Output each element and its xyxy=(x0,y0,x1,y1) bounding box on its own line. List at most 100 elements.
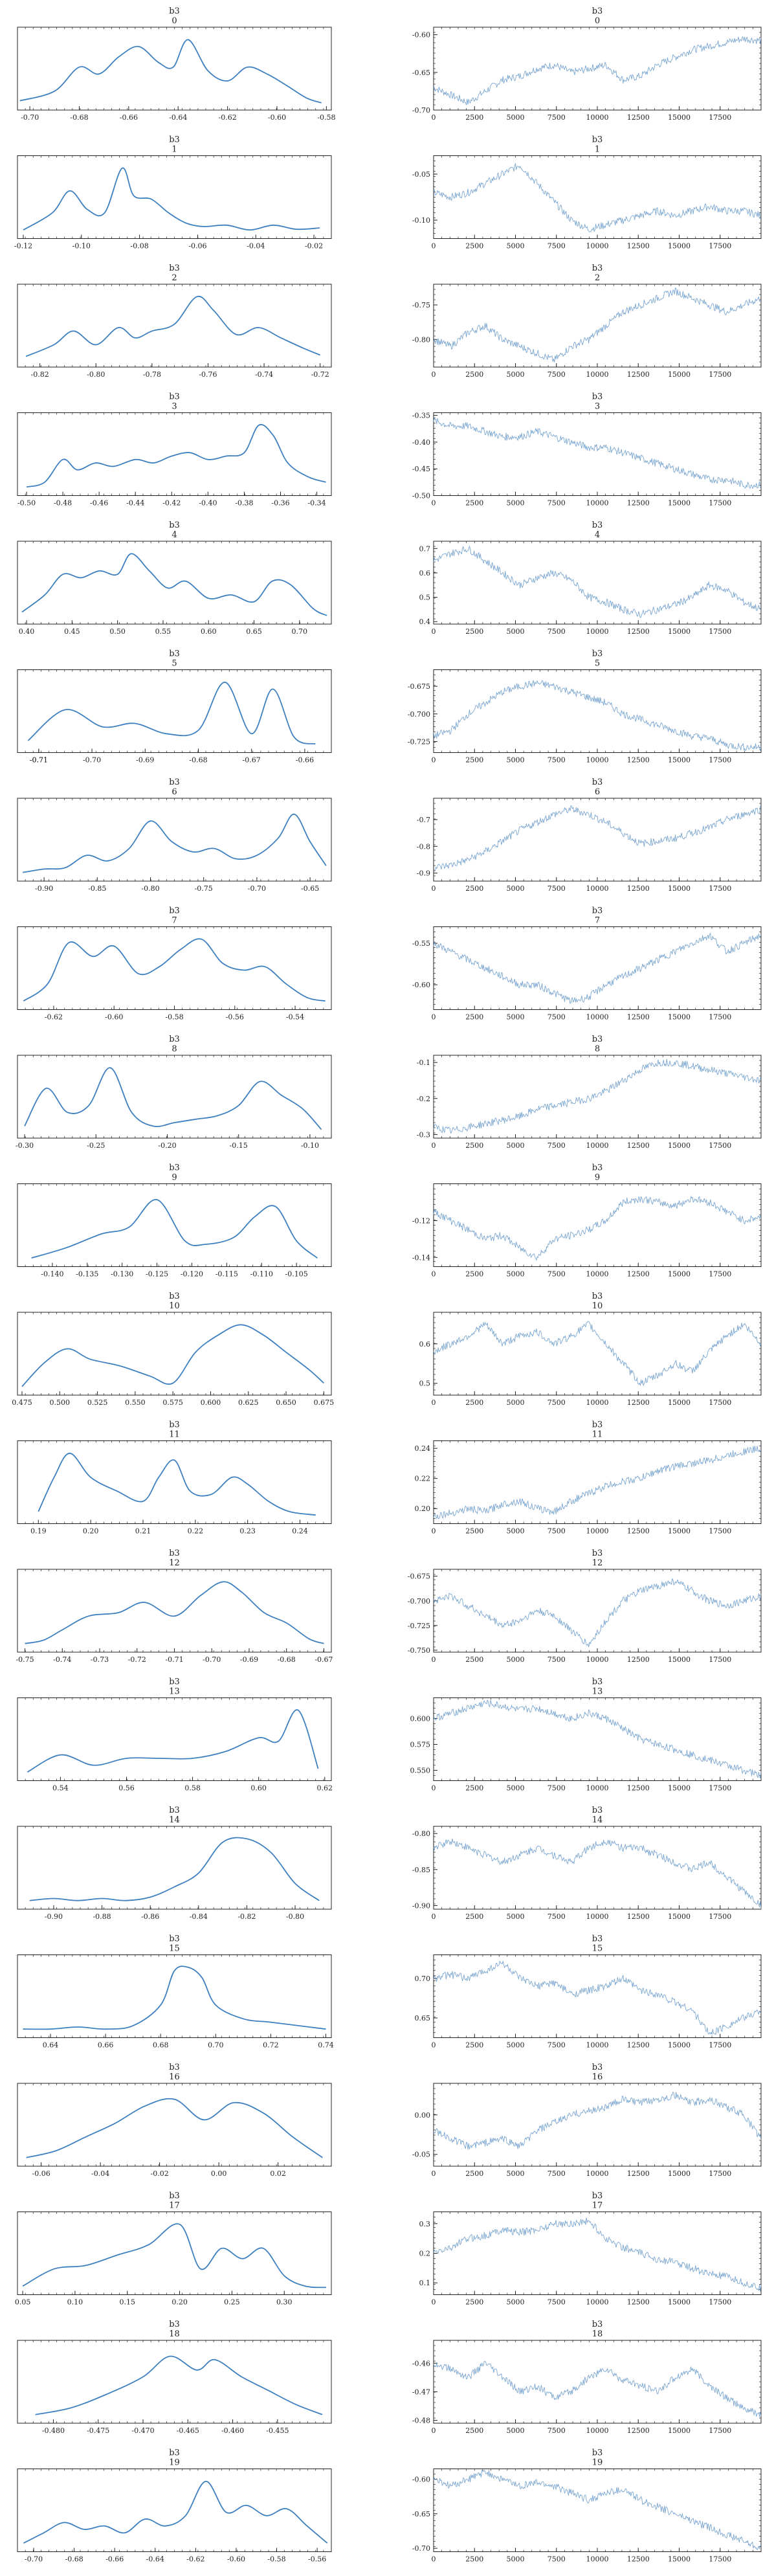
kde-x-tick-label: -0.66 xyxy=(120,113,138,122)
trace-y-tick-label: 0.5 xyxy=(419,594,431,602)
kde-axes-frame xyxy=(17,412,332,496)
kde-panel-2: b32 -0.82 -0.80 -0.78 -0.76 -0.74 -0.72 xyxy=(17,263,332,379)
kde-x-tick-label: -0.30 xyxy=(16,1141,34,1150)
kde-density-line xyxy=(35,2355,323,2415)
trace-x-tick-label: 7500 xyxy=(547,1912,566,1921)
trace-y-tick-label: -0.1 xyxy=(417,1058,430,1067)
trace-sample-line xyxy=(433,2469,762,2551)
kde-x-tick-label: 0.600 xyxy=(201,1398,221,1407)
trace-y-tick-label: 0.1 xyxy=(419,2279,431,2287)
kde-x-tick-label: -0.54 xyxy=(286,1013,304,1022)
trace-x-tick-label: 7500 xyxy=(547,2298,566,2307)
trace-x-tick-label: 2500 xyxy=(465,2169,483,2178)
trace-x-tick-label: 0 xyxy=(432,1398,436,1407)
kde-x-tick-label: 0.62 xyxy=(317,1784,333,1793)
kde-title-var: b3 xyxy=(169,1420,180,1430)
trace-x-tick-label: 2500 xyxy=(465,242,483,251)
kde-x-tick-label: -0.70 xyxy=(25,2555,43,2564)
kde-x-tick-label: 0.40 xyxy=(19,627,35,636)
kde-x-tick-label: 0.74 xyxy=(318,2041,334,2050)
trace-y-tick-label: -0.14 xyxy=(412,1253,430,1262)
trace-x-tick-label: 2500 xyxy=(465,2555,483,2564)
trace-x-tick-label: 15000 xyxy=(668,1270,691,1279)
kde-panel-4: b34 0.40 0.45 0.50 0.55 0.60 0.65 0.70 xyxy=(17,521,332,636)
kde-x-tick-label: -0.56 xyxy=(226,1013,244,1022)
kde-x-tick-label: -0.71 xyxy=(30,756,48,765)
trace-sample-line xyxy=(433,1578,762,1648)
trace-x-tick-label: 10000 xyxy=(586,1398,609,1407)
trace-title-var: b3 xyxy=(592,1035,603,1044)
kde-x-tick-label: -0.71 xyxy=(165,1655,183,1664)
kde-x-tick-label: -0.40 xyxy=(199,499,217,508)
kde-x-tick-label: -0.60 xyxy=(227,2555,245,2564)
trace-title-index: 2 xyxy=(595,273,600,283)
trace-x-tick-label: 0 xyxy=(432,1912,436,1921)
trace-title-var: b3 xyxy=(592,649,603,659)
trace-title-index: 12 xyxy=(592,1558,603,1568)
kde-x-tick-label: -0.64 xyxy=(169,113,187,122)
trace-y-tick-label: -0.46 xyxy=(412,2359,430,2368)
kde-density-line xyxy=(21,1324,324,1387)
kde-x-tick-label: -0.62 xyxy=(218,113,236,122)
kde-x-tick-label: -0.66 xyxy=(105,2555,124,2564)
trace-x-tick-label: 7500 xyxy=(547,2555,566,2564)
kde-x-tick-label: -0.67 xyxy=(315,1655,333,1664)
kde-x-tick-label: -0.455 xyxy=(266,2426,289,2435)
kde-title-index: 17 xyxy=(169,2201,180,2211)
trace-y-tick-label: 0.2 xyxy=(419,2250,431,2258)
kde-x-tick-label: 0.650 xyxy=(276,1398,296,1407)
trace-x-tick-label: 2500 xyxy=(465,2041,483,2050)
kde-title-index: 3 xyxy=(171,402,177,412)
trace-y-tick-label: -0.40 xyxy=(412,438,430,447)
trace-x-tick-label: 5000 xyxy=(507,1784,525,1793)
trace-title-index: 0 xyxy=(595,16,600,26)
kde-density-line xyxy=(31,1199,318,1259)
kde-x-tick-label: -0.73 xyxy=(91,1655,109,1664)
trace-x-tick-label: 2500 xyxy=(465,1912,483,1921)
trace-x-tick-label: 10000 xyxy=(586,627,609,636)
trace-y-tick-label: -0.10 xyxy=(412,216,430,225)
kde-x-tick-label: -0.70 xyxy=(203,1655,221,1664)
trace-x-tick-label: 5000 xyxy=(507,1912,525,1921)
trace-x-tick-label: 5000 xyxy=(507,2298,525,2307)
trace-title-var: b3 xyxy=(592,392,603,402)
trace-x-tick-label: 17500 xyxy=(709,1784,731,1793)
trace-axes-frame xyxy=(433,1569,762,1653)
kde-x-tick-label: 0.20 xyxy=(171,2298,188,2307)
kde-x-tick-label: 0.20 xyxy=(83,1527,99,1536)
trace-y-tick-label: 0.4 xyxy=(419,618,431,626)
kde-x-tick-label: 0.675 xyxy=(314,1398,335,1407)
trace-title-var: b3 xyxy=(592,2063,603,2072)
kde-axes-frame xyxy=(17,1954,332,2038)
kde-x-tick-label: -0.76 xyxy=(199,370,217,379)
kde-x-tick-label: -0.58 xyxy=(267,2555,285,2564)
trace-x-tick-label: 15000 xyxy=(668,1655,691,1664)
kde-x-tick-label: 0.25 xyxy=(224,2298,240,2307)
trace-y-tick-label: -0.8 xyxy=(417,842,430,851)
trace-y-tick-label: 0.00 xyxy=(415,2111,431,2120)
kde-x-tick-label: 0.575 xyxy=(162,1398,183,1407)
kde-x-tick-label: 0.55 xyxy=(155,627,171,636)
kde-x-tick-label: -0.90 xyxy=(45,1912,63,1921)
kde-x-tick-label: 0.70 xyxy=(208,2041,224,2050)
trace-title-var: b3 xyxy=(592,2320,603,2329)
kde-x-tick-label: 0.45 xyxy=(64,627,80,636)
trace-y-tick-label: -0.80 xyxy=(412,335,430,344)
trace-x-tick-label: 7500 xyxy=(547,1270,566,1279)
trace-x-tick-label: 10000 xyxy=(586,1013,609,1022)
kde-x-tick-label: 0.58 xyxy=(184,1784,201,1793)
trace-axes-frame xyxy=(433,2212,762,2295)
trace-title-var: b3 xyxy=(592,1163,603,1173)
trace-x-tick-label: 12500 xyxy=(627,1398,650,1407)
trace-x-tick-label: 7500 xyxy=(547,370,566,379)
trace-x-tick-label: 7500 xyxy=(547,113,566,122)
trace-x-tick-label: 10000 xyxy=(586,756,609,765)
trace-title-index: 17 xyxy=(592,2201,603,2211)
